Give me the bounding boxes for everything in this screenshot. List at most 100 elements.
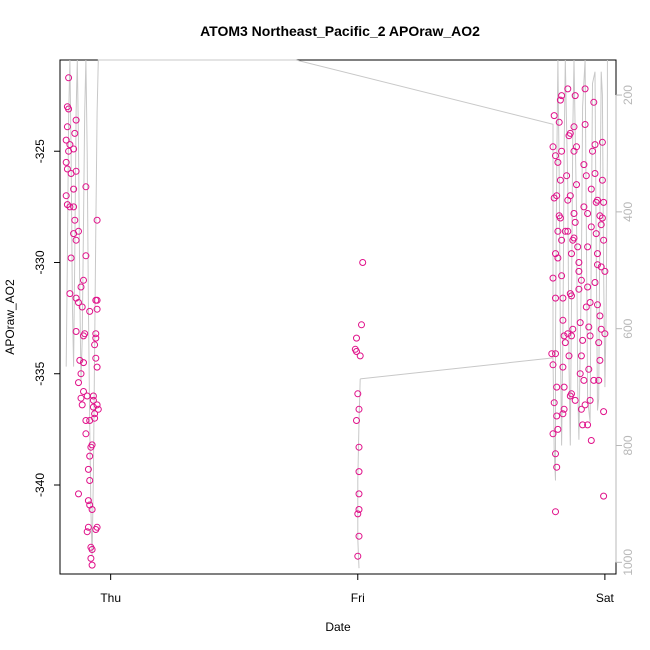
- data-point: [82, 417, 90, 424]
- data-point: [78, 303, 86, 311]
- data-point: [553, 463, 561, 471]
- data-point: [80, 359, 87, 367]
- data-point: [91, 414, 99, 422]
- data-point: [92, 334, 100, 342]
- data-point: [558, 92, 566, 100]
- data-point: [584, 283, 592, 291]
- data-point: [589, 147, 596, 155]
- data-point: [590, 376, 598, 384]
- data-point: [564, 227, 572, 235]
- data-point: [575, 267, 583, 275]
- data-point: [93, 363, 101, 371]
- data-point: [582, 303, 590, 311]
- data-point: [87, 554, 95, 562]
- data-point: [75, 227, 82, 235]
- data-point: [549, 361, 557, 369]
- data-point: [559, 294, 567, 302]
- data-point: [77, 370, 85, 378]
- data-point: [566, 290, 574, 298]
- data-point: [591, 279, 599, 286]
- data-point: [81, 330, 89, 338]
- data-point: [584, 210, 592, 217]
- y-tick-label: -340: [33, 473, 47, 497]
- data-point: [63, 123, 71, 131]
- data-point: [554, 425, 562, 433]
- data-point: [553, 192, 561, 200]
- data-point: [566, 192, 574, 200]
- altitude-layer: [65, 59, 608, 569]
- data-point: [601, 330, 609, 338]
- data-point: [77, 283, 85, 291]
- data-point: [558, 272, 566, 280]
- data-point: [592, 230, 600, 238]
- data-point: [586, 396, 594, 404]
- data-point: [560, 405, 568, 413]
- data-point: [561, 339, 569, 347]
- data-point: [355, 443, 363, 451]
- data-point: [84, 497, 92, 505]
- right-tick-label: 1000: [621, 549, 635, 576]
- points-layer: [62, 74, 609, 569]
- data-point: [586, 332, 594, 340]
- data-point: [575, 285, 583, 293]
- data-point: [76, 356, 84, 364]
- data-point: [75, 379, 82, 387]
- data-point: [80, 388, 87, 395]
- data-point: [82, 252, 90, 260]
- data-point: [92, 354, 100, 362]
- data-point: [560, 332, 568, 340]
- data-point: [571, 396, 579, 404]
- data-point: [580, 376, 588, 384]
- data-point: [550, 112, 558, 120]
- data-point: [549, 430, 557, 438]
- data-point: [580, 203, 588, 211]
- data-point: [552, 152, 559, 160]
- data-point: [65, 105, 73, 113]
- y-tick-label: -330: [33, 250, 47, 274]
- y-tick-label: -335: [33, 361, 47, 385]
- data-point: [80, 276, 87, 284]
- data-point: [563, 172, 571, 180]
- data-point: [577, 352, 585, 360]
- data-point: [600, 236, 608, 244]
- data-point: [571, 92, 579, 100]
- data-point: [71, 216, 79, 224]
- data-point: [88, 561, 96, 569]
- right-axis: 200 400 600 800 1000: [615, 85, 635, 576]
- data-point: [590, 98, 598, 106]
- altitude-line: [65, 59, 608, 557]
- data-point: [88, 441, 96, 449]
- data-point: [86, 477, 94, 484]
- data-point: [355, 506, 363, 513]
- data-point: [558, 147, 566, 155]
- chart-title: ATOM3 Northeast_Pacific_2 APOraw_AO2: [200, 23, 480, 39]
- data-point: [555, 118, 563, 126]
- data-point: [585, 323, 593, 331]
- data-point: [66, 141, 74, 149]
- data-point: [93, 305, 101, 313]
- data-point: [584, 421, 592, 429]
- data-point: [559, 316, 567, 324]
- data-point: [555, 212, 563, 220]
- data-point: [356, 352, 364, 360]
- data-point: [564, 85, 572, 93]
- data-point: [89, 396, 97, 404]
- data-point: [552, 350, 559, 358]
- right-tick-label: 800: [621, 435, 635, 455]
- data-point: [581, 85, 589, 93]
- data-point: [354, 552, 362, 560]
- x-axis-label: Date: [325, 620, 351, 634]
- data-point: [553, 412, 561, 420]
- data-point: [571, 218, 579, 226]
- data-point: [82, 183, 90, 191]
- data-point: [598, 176, 606, 184]
- data-point: [595, 376, 603, 384]
- y-tick-label: -325: [33, 139, 47, 163]
- y-axis: -325 -330 -335 -340: [33, 139, 60, 497]
- data-point: [355, 468, 363, 476]
- data-point: [552, 294, 559, 302]
- data-point: [565, 352, 573, 360]
- data-point: [582, 172, 590, 180]
- x-tick-label: Thu: [100, 591, 121, 605]
